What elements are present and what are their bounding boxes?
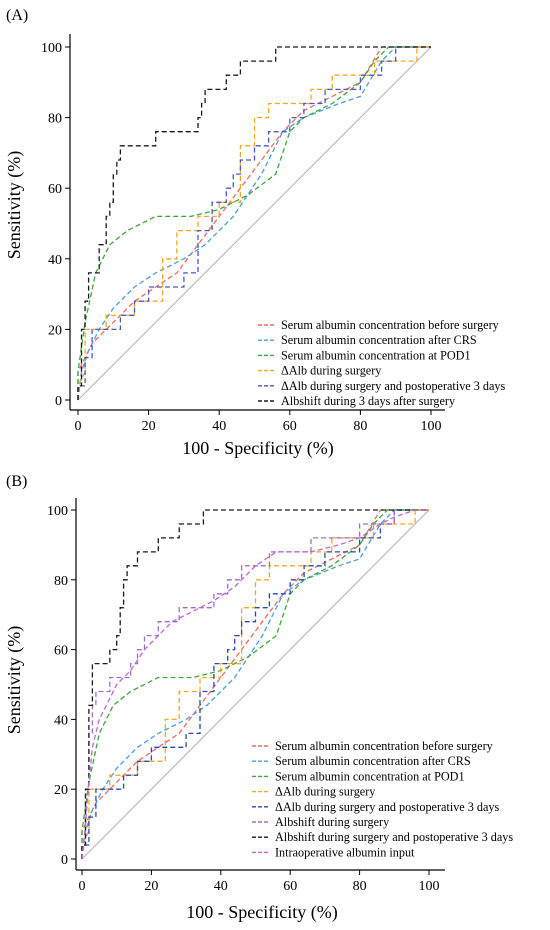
legend-label: ΔAlb during surgery and postoperative 3 …: [281, 379, 505, 393]
y-tick-label: 40: [48, 253, 62, 268]
y-tick-label: 100: [47, 504, 68, 519]
x-tick-label: 20: [144, 879, 158, 894]
y-tick-label: 80: [54, 574, 68, 589]
legend-label: Albshift during surgery: [275, 815, 390, 829]
legend-label: Albshift during surgery and postoperativ…: [275, 830, 513, 844]
y-tick-label: 20: [54, 783, 68, 798]
roc-curve-3: [81, 509, 429, 859]
roc-curve-4: [77, 46, 431, 400]
legend: Serum albumin concentration before surge…: [258, 318, 505, 408]
x-tick-label: 60: [283, 879, 297, 894]
y-tick-label: 20: [48, 323, 62, 338]
x-axis-title: 100 - Specificity (%): [182, 438, 333, 459]
chart-panel-a: (A) 0 20 40 60 80 100 0 20 40 60 80 100 100 - Specifi…: [4, 7, 505, 459]
legend-label: ΔAlb during surgery: [281, 364, 382, 378]
reference-diagonal: [81, 509, 430, 860]
roc-curve-2: [81, 509, 429, 860]
legend-label: Serum albumin concentration at POD1: [275, 769, 465, 783]
x-tick-label: 100: [421, 419, 442, 434]
chart-panel-b: (B) 0 20 40 60 80 100 0 20 40 60 80 100 100 - Specifi…: [4, 473, 513, 923]
x-tick-label: 40: [212, 419, 226, 434]
legend-label: Serum albumin concentration before surge…: [275, 739, 494, 753]
y-axis-title: Sensitivity (%): [4, 626, 25, 735]
y-tick-label: 60: [48, 182, 62, 197]
roc-curve-2: [77, 46, 431, 401]
legend-label: Serum albumin concentration before surge…: [281, 318, 500, 332]
x-tick-label: 100: [419, 879, 440, 894]
y-tick-label: 0: [55, 394, 62, 409]
y-tick-label: 60: [54, 644, 68, 659]
legend-label: Serum albumin concentration after CRS: [275, 754, 471, 768]
roc-curve-4: [81, 509, 429, 859]
y-tick-label: 40: [54, 713, 68, 728]
x-axis-title: 100 - Specificity (%): [186, 902, 337, 923]
legend-label: Intraoperative albumin input: [275, 845, 415, 859]
roc-curve-5: [77, 46, 431, 400]
reference-diagonal: [77, 46, 432, 401]
legend-label: Serum albumin concentration at POD1: [281, 348, 471, 362]
y-tick-label: 80: [48, 112, 62, 127]
legend-label: ΔAlb during surgery: [275, 785, 376, 799]
legend-label: ΔAlb during surgery and postoperative 3 …: [275, 800, 499, 814]
roc-curve-7: [81, 509, 429, 859]
panel-label: (A): [6, 7, 28, 24]
x-tick-label: 40: [214, 879, 228, 894]
y-tick-label: 0: [61, 853, 68, 868]
x-tick-label: 80: [353, 879, 367, 894]
x-tick-label: 0: [79, 879, 86, 894]
roc-curve-3: [77, 46, 431, 400]
legend: Serum albumin concentration before surge…: [252, 739, 513, 859]
x-tick-label: 80: [353, 419, 367, 434]
y-tick-label: 100: [41, 41, 62, 56]
x-tick-label: 20: [142, 419, 156, 434]
x-tick-label: 0: [75, 419, 82, 434]
panel-label: (B): [6, 473, 27, 490]
roc-curve-6: [77, 46, 431, 400]
x-tick-label: 60: [283, 419, 297, 434]
roc-curve-5: [81, 509, 429, 859]
y-axis-title: Sensitivity (%): [4, 151, 25, 260]
legend-label: Albshift during 3 days after surgery: [281, 394, 456, 408]
roc-curve-8: [81, 509, 429, 860]
legend-label: Serum albumin concentration after CRS: [281, 333, 477, 347]
